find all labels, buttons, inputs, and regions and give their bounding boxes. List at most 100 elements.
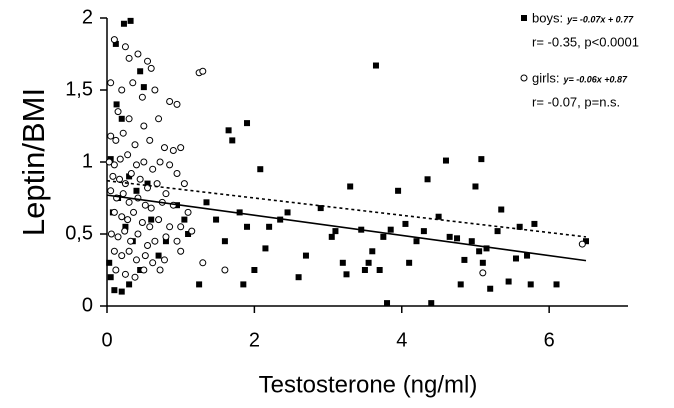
point [151,237,159,245]
point [147,64,155,72]
point [110,36,118,44]
point [140,84,147,91]
point [225,127,232,134]
point [113,101,120,108]
point [177,144,185,152]
point [160,144,168,152]
x-tick-label: 2 [249,329,260,351]
point [257,166,264,173]
point [446,233,453,240]
point [328,233,335,240]
point [162,190,170,198]
point [132,256,140,264]
point [582,238,589,245]
point [105,158,113,166]
point [339,259,346,266]
point [266,223,273,230]
point [483,245,490,252]
point [472,183,479,190]
point [376,267,383,273]
point [162,233,170,241]
point [199,259,207,267]
point [114,233,122,241]
point [372,62,379,69]
point [129,79,137,87]
point [111,287,118,294]
legend-stats: r= -0.35, p<0.0001 [532,34,639,49]
point [302,252,309,259]
point [134,50,142,58]
point [387,226,394,233]
point [424,176,431,183]
point [166,161,174,169]
point [468,238,475,245]
point [221,266,229,274]
point [166,223,174,231]
point [137,68,144,75]
point [121,270,129,278]
point [112,136,120,144]
point [118,252,126,260]
point [498,206,505,213]
point [124,151,132,159]
point [177,247,185,255]
point [155,252,162,259]
point [125,247,133,255]
point [116,175,124,183]
point [512,255,519,262]
point [169,146,177,154]
point [240,281,247,288]
fit-line [106,194,587,262]
point [229,137,236,144]
point [146,136,154,144]
point [347,183,354,190]
point [107,274,114,281]
point [251,267,258,273]
legend-marker [520,74,528,82]
point [332,228,339,235]
point [166,98,174,106]
point [125,115,133,123]
point [136,175,144,183]
point [155,115,163,123]
point [112,40,119,47]
point [118,115,125,122]
point [478,156,485,163]
point [107,230,115,238]
point [384,300,391,307]
point [140,122,148,130]
point [106,259,113,266]
point [317,205,324,212]
fit-line [106,179,587,238]
point [196,281,203,288]
point [151,86,159,94]
point [406,259,413,266]
point [173,237,181,245]
point [160,256,168,264]
point [110,161,118,169]
point [221,238,228,245]
point [244,223,251,230]
point [180,180,188,188]
point [457,281,464,288]
point [131,273,139,281]
point [244,120,251,127]
point [121,227,129,235]
point [203,199,210,206]
point [380,233,387,240]
legend-marker [521,15,527,21]
point [524,252,531,259]
point [125,54,133,62]
point [155,216,163,224]
point [148,216,155,223]
point [110,247,118,255]
point [461,256,468,263]
point [181,216,188,223]
point [343,271,350,278]
point [140,266,148,274]
legend-label: girls: [532,70,559,85]
point [126,281,133,288]
point [185,231,192,237]
y-tick-label: 0 [82,294,93,316]
